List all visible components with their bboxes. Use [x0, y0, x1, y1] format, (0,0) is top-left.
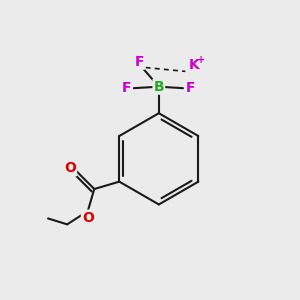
Text: B: B — [154, 80, 164, 94]
Text: O: O — [64, 161, 76, 176]
Text: O: O — [82, 211, 94, 225]
Text: F: F — [186, 81, 195, 95]
Text: F: F — [122, 81, 131, 95]
Text: K: K — [189, 58, 200, 73]
Text: +: + — [196, 55, 205, 65]
Text: F: F — [135, 55, 144, 69]
